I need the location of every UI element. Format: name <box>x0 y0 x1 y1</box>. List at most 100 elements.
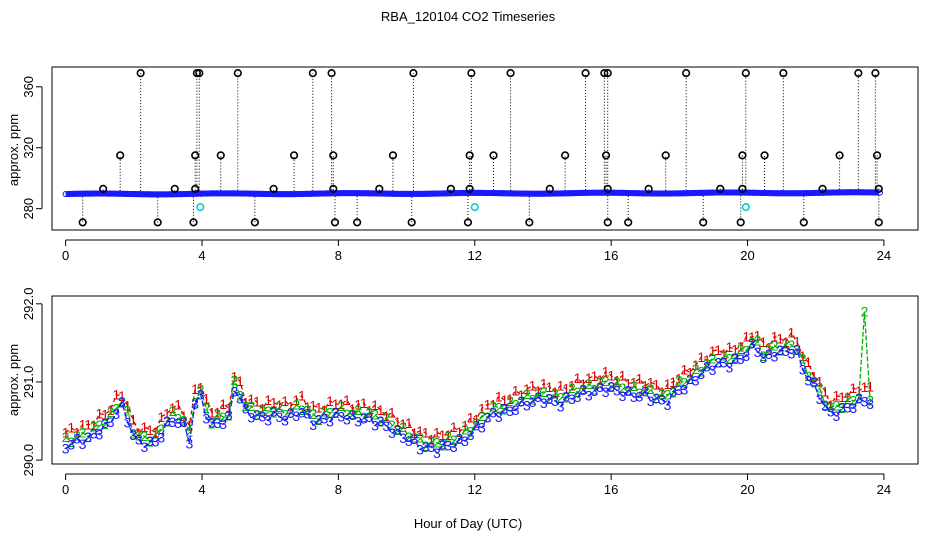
series-2-marker: 2 <box>585 376 593 392</box>
series-3-marker: 3 <box>191 396 199 412</box>
series-2-marker: 2 <box>517 393 525 409</box>
series-1-marker: 1 <box>467 410 475 426</box>
series-1-marker: 1 <box>838 389 846 405</box>
baseline-point <box>353 190 360 197</box>
x-tick-label: 8 <box>335 482 342 497</box>
series-3-marker: 3 <box>343 411 351 427</box>
series-1-marker: 1 <box>90 417 98 433</box>
baseline-point <box>263 190 270 198</box>
baseline-point <box>389 190 397 197</box>
series-3-marker: 3 <box>321 410 329 426</box>
series-1-marker: 1 <box>765 339 773 355</box>
baseline-point <box>111 190 118 197</box>
series-1-marker: 1 <box>439 427 447 443</box>
baseline-point <box>340 190 347 197</box>
series-1-marker: 1 <box>546 379 554 395</box>
small-outlier-point <box>716 184 725 193</box>
baseline-point <box>234 190 241 197</box>
top-panel: 0 4 8 12 16 20 24 280 320 360 approx. ppm <box>6 66 919 263</box>
mid-outlier-point <box>489 151 498 160</box>
series-2-marker: 2 <box>79 424 87 440</box>
x-tick-label: 16 <box>604 482 618 497</box>
series-1-marker: 1 <box>84 416 92 432</box>
high-outlier-point <box>741 68 750 78</box>
series-3-marker: 3 <box>692 373 700 389</box>
series-3-marker: 3 <box>624 382 632 398</box>
x-tick-label: 4 <box>198 248 205 263</box>
series-3-marker: 3 <box>596 379 604 395</box>
baseline-point <box>852 189 859 196</box>
baseline-point <box>655 190 662 197</box>
series-1-marker: 1 <box>793 334 801 350</box>
series-1-marker: 1 <box>692 357 700 373</box>
series-1-marker: 1 <box>231 369 239 385</box>
baseline-point <box>569 190 577 197</box>
low-outlier-point <box>353 218 362 227</box>
series-1-marker: 1 <box>804 354 812 370</box>
series-2-marker: 2 <box>692 361 700 377</box>
series-1-marker: 1 <box>62 425 70 441</box>
series-2-marker: 2 <box>450 432 458 448</box>
baseline-point <box>447 190 454 197</box>
series-2-marker: 2 <box>354 402 362 418</box>
series-2-marker: 2 <box>236 387 244 403</box>
series-2-line <box>65 311 871 447</box>
baseline-point <box>794 190 802 197</box>
series-3-marker: 3 <box>866 396 874 412</box>
series-3-marker: 3 <box>574 389 582 405</box>
baseline-point <box>483 189 491 197</box>
series-1-marker: 1 <box>343 392 351 408</box>
baseline-point <box>410 190 417 198</box>
series-3-marker: 3 <box>759 350 767 366</box>
baseline-point <box>283 191 290 198</box>
series-2-marker: 2 <box>247 398 255 414</box>
baseline-point <box>303 190 311 197</box>
cyan-outlier-point <box>196 203 205 212</box>
series-3-marker: 3 <box>444 438 452 454</box>
baseline-point <box>766 190 773 197</box>
series-1-marker: 1 <box>861 379 869 395</box>
series-2-marker: 2 <box>135 427 143 443</box>
series-2-marker: 2 <box>838 400 846 416</box>
series-2-marker: 2 <box>703 355 711 371</box>
small-outlier-point <box>191 184 200 193</box>
series-3-marker: 3 <box>107 414 115 430</box>
baseline-point <box>414 190 421 198</box>
series-3-marker: 3 <box>579 382 587 398</box>
series-2-marker: 2 <box>607 379 615 395</box>
baseline-point <box>700 189 707 196</box>
x-tick-label: 4 <box>198 482 205 497</box>
series-1-marker: 1 <box>140 419 148 435</box>
series-3-marker: 3 <box>382 418 390 434</box>
baseline-point <box>704 189 712 196</box>
series-1-marker: 1 <box>354 397 362 413</box>
baseline-point <box>618 189 626 196</box>
series-2-marker: 2 <box>349 406 357 422</box>
series-2-marker: 2 <box>264 403 272 419</box>
series-1-marker: 1 <box>810 368 818 384</box>
low-outlier-point <box>874 218 883 227</box>
series-3-marker: 3 <box>793 341 801 357</box>
baseline-point <box>533 190 540 197</box>
series-2-marker: 2 <box>371 406 379 422</box>
baseline-point <box>762 189 769 197</box>
series-3-marker: 3 <box>332 404 340 420</box>
baseline-point <box>164 191 172 198</box>
series-3-marker: 3 <box>495 409 503 425</box>
baseline-point <box>455 189 462 197</box>
baseline-point <box>438 190 446 197</box>
series-2-marker: 2 <box>95 417 103 433</box>
baseline-point <box>132 190 139 198</box>
series-3-marker: 3 <box>591 383 599 399</box>
series-3-marker: 3 <box>118 394 126 410</box>
x-tick-label: 8 <box>335 248 342 263</box>
series-2-marker: 2 <box>849 393 857 409</box>
series-3-marker: 3 <box>253 407 261 423</box>
series-3-marker: 3 <box>427 439 435 455</box>
mid-outlier-point <box>191 151 200 160</box>
series-2-marker: 2 <box>630 378 638 394</box>
series-1-marker: 1 <box>214 404 222 420</box>
series-2-marker: 2 <box>67 434 75 450</box>
baseline-point <box>488 189 495 197</box>
series-1-marker: 1 <box>332 396 340 412</box>
